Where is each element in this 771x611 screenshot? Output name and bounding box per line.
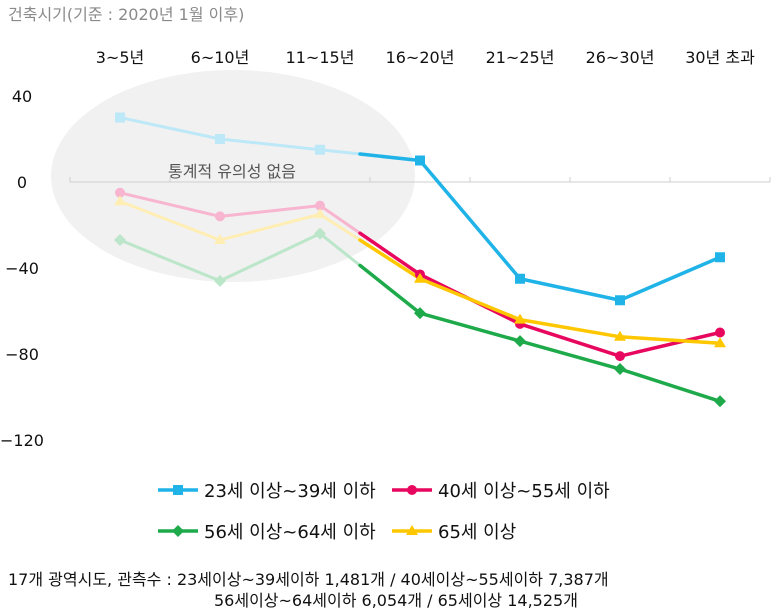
series-line-faded (318, 232, 362, 267)
data-point (114, 234, 126, 247)
data-point (715, 327, 725, 338)
series-line (518, 317, 622, 339)
legend-label: 65세 이상 (438, 522, 516, 543)
footnote-line-1: 17개 광역시도, 관측수 : 23세이상~39세이하 1,481개 / 40세… (8, 570, 609, 589)
data-point (615, 351, 625, 362)
data-point (214, 274, 226, 287)
data-point (515, 273, 525, 284)
y-tick-label: −40 (5, 259, 39, 278)
category-label: 30년 초과 (685, 48, 755, 67)
series-line (358, 238, 422, 281)
data-point (115, 187, 125, 198)
data-point (714, 395, 726, 408)
y-tick-label: 0 (17, 173, 27, 192)
series-line-faded (218, 232, 322, 283)
series-line (518, 277, 622, 302)
legend-swatch-marker (407, 485, 417, 495)
legend-swatch-marker (172, 525, 184, 537)
series-line-faded (318, 212, 362, 242)
y-tick-label: −80 (5, 345, 39, 364)
series-line-faded (318, 148, 362, 156)
data-point (414, 307, 426, 320)
data-point (214, 234, 226, 245)
series-line (358, 152, 422, 163)
series-line-faded (118, 116, 222, 141)
series-line (618, 335, 722, 345)
data-point (315, 144, 325, 155)
series-line-faded (318, 204, 362, 235)
legend-label: 23세 이상~39세 이하 (204, 481, 376, 502)
category-label: 11~15년 (286, 48, 355, 67)
series-line-faded (218, 137, 322, 152)
series-line (518, 339, 622, 371)
series-line-faded (118, 199, 222, 242)
category-label: 3~5년 (96, 48, 145, 67)
data-point (715, 252, 725, 263)
data-point (115, 112, 125, 123)
series-line-faded (118, 191, 222, 218)
legend-label: 56세 이상~64세 이하 (204, 522, 376, 543)
annotation-label: 통계적 유의성 없음 (168, 162, 296, 181)
data-point (614, 330, 626, 341)
data-point (215, 211, 225, 222)
data-point (414, 272, 426, 283)
data-point (514, 335, 526, 348)
legend-swatch-marker (173, 485, 183, 495)
series-line (618, 330, 722, 358)
y-tick-label: −120 (0, 431, 44, 450)
category-label: 26~30년 (586, 48, 655, 67)
data-point (514, 313, 526, 324)
series-line (618, 255, 722, 302)
series-line (518, 322, 622, 358)
legend-swatch-marker (406, 525, 418, 535)
legend-label: 40세 이상~55세 이하 (438, 481, 610, 502)
axis-title: 건축시기(기준 : 2020년 1월 이후) (8, 5, 244, 24)
series-line (418, 158, 522, 281)
data-point (215, 134, 225, 144)
series-line (358, 263, 422, 315)
category-label: 6~10년 (191, 48, 250, 67)
data-point (714, 337, 726, 348)
data-point (315, 200, 325, 211)
data-point (314, 227, 326, 240)
category-label: 16~20년 (386, 48, 455, 67)
series-line (618, 367, 722, 404)
series-line-faded (218, 212, 322, 242)
footnote-line-2: 56세이상~64세이하 6,054개 / 65세이상 14,525개 (214, 591, 578, 610)
data-point (314, 208, 326, 219)
series-line (418, 277, 522, 322)
series-line (358, 231, 422, 277)
data-point (114, 195, 126, 206)
data-point (614, 363, 626, 376)
series-line (418, 311, 522, 343)
data-point (615, 295, 625, 306)
data-point (415, 155, 425, 166)
y-tick-label: 40 (12, 87, 32, 106)
series-line-faded (118, 238, 222, 283)
series-line-faded (218, 204, 322, 218)
category-label: 21~25년 (486, 48, 555, 67)
